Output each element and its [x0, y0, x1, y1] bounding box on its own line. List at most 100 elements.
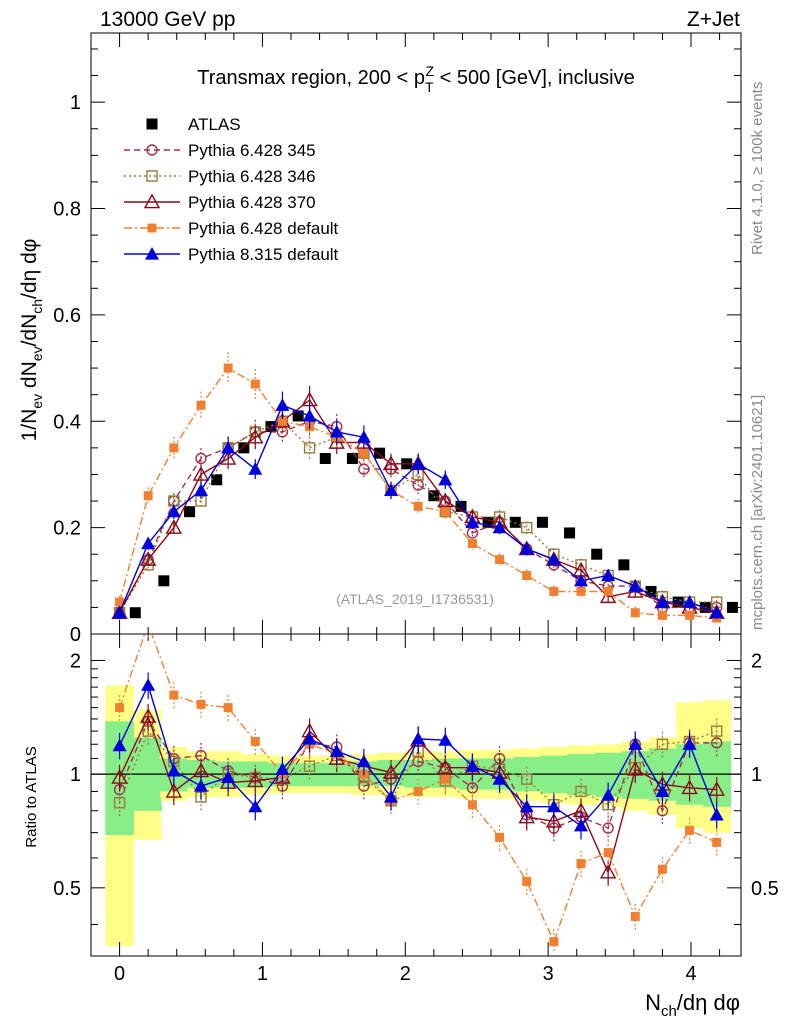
ratio-point: [115, 703, 125, 713]
legend-label: Pythia 8.315 default: [188, 245, 339, 264]
data-point: [248, 462, 263, 475]
ratio-point: [518, 808, 535, 824]
data-point: [628, 579, 643, 592]
data-point: [192, 466, 210, 481]
ratio-point: [711, 737, 723, 749]
ratio-point: [465, 759, 480, 772]
legend-item: Pythia 6.428 370: [124, 193, 316, 212]
ratio-point: [356, 754, 371, 768]
y-tick-label: 0.4: [53, 411, 81, 433]
legend-label: Pythia 6.428 345: [188, 141, 316, 160]
ratio-point: [492, 772, 507, 785]
ratio-line: [118, 729, 717, 806]
ratio-point: [682, 737, 697, 750]
data-point: [413, 501, 423, 511]
data-point: [645, 585, 657, 597]
data-point: [221, 440, 236, 454]
y-tick-label: 0.6: [53, 305, 81, 327]
data-point: [549, 586, 559, 596]
ratio-point: [656, 805, 669, 817]
x-tick-label: 0: [114, 963, 125, 985]
series-line: [118, 420, 717, 614]
ratio-point: [711, 725, 723, 737]
data-point: [223, 363, 233, 373]
data-point: [302, 408, 317, 422]
ratio-point: [247, 772, 264, 788]
main-panel-ticks: 0 0.2 0.4 0.6 0.8 1: [53, 33, 741, 646]
ratio-point: [712, 837, 722, 847]
data-point: [247, 428, 264, 444]
ratio-point: [574, 818, 588, 832]
ratio-point: [575, 785, 587, 798]
data-point: [546, 552, 561, 566]
ratio-point: [440, 774, 450, 784]
data-point: [328, 434, 345, 449]
data-point: [384, 483, 398, 496]
data-point: [438, 472, 453, 486]
data-point: [303, 442, 316, 454]
data-point: [219, 450, 237, 465]
ratio-panel-ticks: 0.5 0.5 1 1 2 2 0 1 2 3 4: [53, 634, 779, 985]
legend-label: Pythia 6.428 default: [188, 219, 339, 238]
ratio-series-pythia-8-315-default: [112, 672, 724, 840]
series-pythia-6-428-default: [115, 352, 722, 625]
series-line: [118, 367, 717, 619]
legend-marker: [145, 247, 159, 260]
data-point: [112, 605, 127, 619]
ratio-point: [437, 759, 454, 775]
ratio-point: [549, 937, 559, 947]
data-point: [158, 575, 170, 587]
uncertainty-band-inner: [105, 721, 732, 835]
ratio-point: [576, 858, 586, 868]
ratio-point: [303, 760, 316, 772]
data-point: [521, 521, 533, 534]
data-point: [591, 548, 603, 560]
data-point: [292, 410, 304, 422]
y-tick-label: 0: [70, 624, 81, 646]
uncertainty-band-outer: [105, 685, 732, 947]
series-atlas: [129, 410, 738, 619]
ratio-point: [630, 911, 640, 921]
ratio-point: [141, 678, 156, 691]
data-point: [536, 516, 548, 528]
legend: ATLAS Pythia 6.428 345 Pythia 6.428 346 Pyt…: [124, 115, 339, 264]
ratio-y-tick-label: 2: [70, 650, 81, 672]
data-point: [576, 586, 586, 596]
data-point: [411, 456, 426, 470]
ratio-point: [519, 799, 534, 813]
ratio-point: [546, 799, 561, 813]
data-point: [685, 610, 695, 620]
legend-item: Pythia 6.428 345: [124, 141, 316, 160]
x-tick-label: 4: [685, 963, 696, 985]
ratio-point: [708, 781, 725, 796]
legend-label: ATLAS: [188, 115, 241, 134]
y-tick-label: 0.2: [53, 518, 81, 540]
data-point: [682, 595, 697, 608]
data-point: [428, 490, 440, 502]
ratio-point: [112, 738, 127, 752]
ratio-point: [602, 822, 614, 834]
ratio-point: [709, 807, 724, 821]
main-panel-title: Transmax region, 200 < pTZ < 500 [GeV], …: [197, 63, 635, 95]
data-point: [601, 568, 616, 582]
rivet-version-label: Rivet 4.1.0, ≥ 100k events: [749, 82, 766, 255]
data-point: [356, 430, 371, 443]
data-point: [482, 516, 494, 528]
x-axis-title: Nch/dη dφ: [645, 990, 740, 1020]
data-point: [169, 443, 179, 453]
ratio-point: [521, 773, 533, 785]
data-point: [564, 527, 576, 539]
x-tick-label: 3: [543, 963, 554, 985]
ratio-point: [223, 703, 233, 713]
legend-marker: [147, 223, 157, 233]
y-tick-label: 0.8: [53, 199, 81, 221]
ratio-y-tick-label-right: 2: [751, 650, 762, 672]
y-tick-label: 1: [70, 92, 81, 114]
data-point: [115, 597, 125, 607]
data-point: [277, 416, 287, 426]
ratio-point: [275, 762, 290, 775]
ratio-y-axis-title: Ratio to ATLAS: [23, 746, 40, 847]
data-point: [495, 555, 505, 565]
ratio-point: [655, 784, 670, 798]
data-point: [603, 586, 613, 596]
